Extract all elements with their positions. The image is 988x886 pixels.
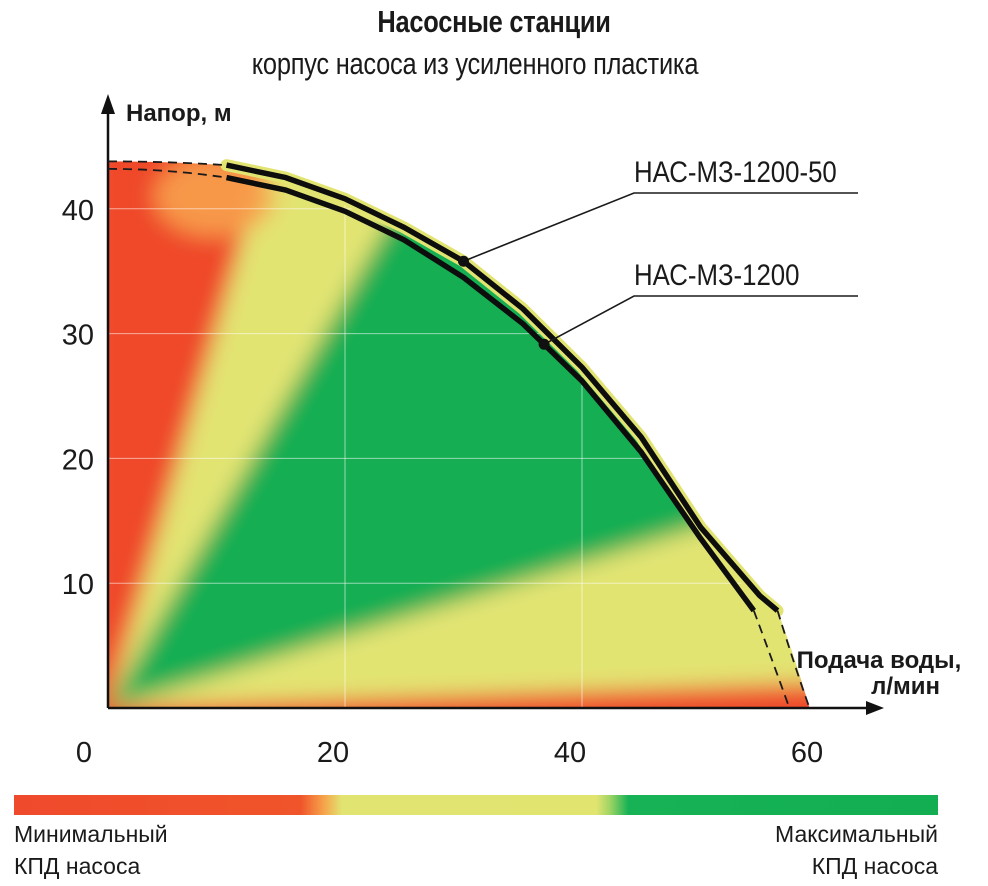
- series-leader-0: [463, 192, 858, 262]
- y-axis-arrow: [101, 94, 115, 114]
- y-tick-40: 40: [62, 195, 94, 227]
- series-marker-1: [538, 338, 550, 350]
- series-extrapolation-0-1: [776, 610, 811, 709]
- axes: [101, 94, 884, 715]
- x-axis-arrow: [866, 701, 884, 715]
- y-axis-title: Напор, м: [126, 100, 232, 127]
- pump-curves: [107, 159, 811, 709]
- y-tick-30: 30: [62, 320, 94, 352]
- fill-orange-top: [154, 161, 275, 237]
- y-tick-20: 20: [62, 444, 94, 476]
- chart-subtitle: корпус насоса из усиленного пластика: [251, 46, 699, 81]
- series-label-1: НАС-МЗ-1200: [634, 258, 800, 291]
- series-labels: НАС-МЗ-1200-50 НАС-МЗ-1200: [458, 155, 858, 350]
- x-tick-60: 60: [791, 737, 823, 769]
- series-label-0: НАС-МЗ-1200-50: [634, 155, 837, 188]
- x-axis-title-line-1: Подача воды,: [797, 647, 962, 674]
- series-line-1: [225, 174, 757, 613]
- colorbar-min-label: Минимальный КПД насоса: [14, 818, 168, 882]
- series-marker-0: [458, 255, 469, 267]
- colorbar-min-label-line-2: КПД насоса: [14, 853, 141, 879]
- colorbar-max-label-line-2: КПД насоса: [811, 853, 938, 879]
- pump-curve-chart: 0 20 40 60 10 20 30 40 Напор, м Подача воды, л/…: [62, 94, 968, 769]
- y-tick-10: 10: [62, 569, 94, 601]
- colorbar-min-label-line-1: Минимальный: [14, 821, 168, 847]
- series-extrapolation-1-1: [752, 610, 791, 709]
- colorbar-max-label: Максимальный КПД насоса: [775, 818, 938, 882]
- x-axis-title: Подача воды, л/мин: [797, 647, 968, 700]
- series-line-0: [225, 162, 780, 613]
- colorbar-max-label-line-1: Максимальный: [775, 821, 938, 847]
- series-extrapolation-1-0: [107, 167, 227, 179]
- x-tick-40: 40: [554, 737, 586, 769]
- tick-labels: 0 20 40 60 10 20 30 40: [62, 195, 823, 769]
- series-extrapolation-0-0: [107, 160, 227, 167]
- x-tick-20: 20: [317, 737, 349, 769]
- chart-title: Насосные станции: [377, 4, 611, 39]
- x-axis-title-line-2: л/мин: [871, 673, 940, 700]
- series-leader-1: [543, 295, 858, 345]
- x-tick-0: 0: [76, 737, 92, 769]
- efficiency-colorbar: [14, 795, 938, 815]
- grid: [108, 121, 879, 708]
